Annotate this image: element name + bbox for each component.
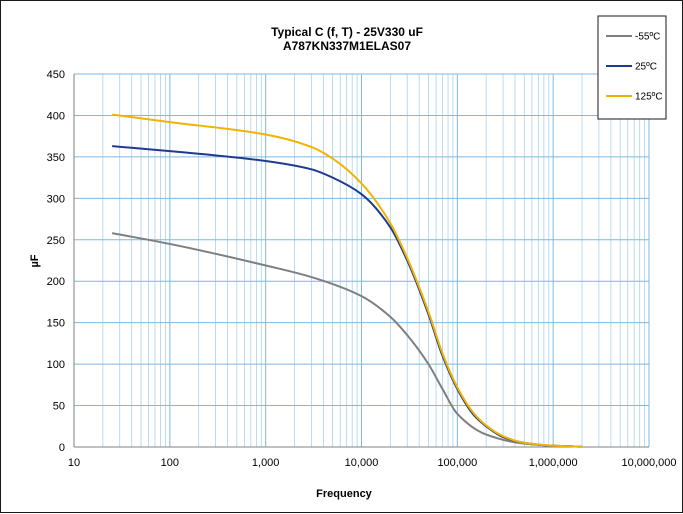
series-layer	[111, 113, 583, 448]
x-tick-label: 10,000	[345, 457, 379, 469]
chart-title: Typical C (f, T) - 25V330 uF	[271, 25, 423, 39]
y-tick-label: 450	[47, 69, 65, 81]
grid	[73, 73, 650, 448]
y-tick-label: 100	[47, 359, 65, 371]
x-tick-label: 10	[68, 457, 80, 469]
y-tick-label: 150	[47, 318, 65, 330]
y-tick-label: 250	[47, 235, 65, 247]
axes	[73, 74, 649, 448]
y-tick-label: 350	[47, 152, 65, 164]
x-axis-label: Frequency	[316, 488, 373, 500]
legend: -55ºC 25ºC 125ºC	[597, 15, 667, 120]
y-tick-label: 300	[47, 193, 65, 205]
x-tick-label: 100	[161, 457, 179, 469]
series-line-1	[112, 145, 583, 448]
x-tick-label: 1,000,000	[529, 457, 578, 469]
series-line-0	[111, 232, 583, 448]
x-tick-label: 10,000,000	[621, 457, 676, 469]
y-tick-label: 0	[59, 442, 65, 454]
chart-subtitle: A787KN337M1ELAS07	[283, 39, 411, 53]
legend-box	[597, 15, 667, 120]
y-tick-label: 50	[53, 401, 65, 413]
legend-label: 125ºC	[635, 92, 663, 103]
legend-label: -55ºC	[635, 32, 660, 43]
y-tick-label: 400	[47, 110, 65, 122]
y-axis-label: µF	[29, 254, 41, 267]
x-tick-label: 100,000	[437, 457, 477, 469]
y-tick-label: 200	[47, 276, 65, 288]
tick-labels: 10 100 1,000 10,000 100,000 1,000,000 10,000,0…	[47, 69, 677, 469]
x-tick-label: 1,000	[252, 457, 280, 469]
series-line-2	[112, 113, 583, 448]
legend-label: 25ºC	[635, 62, 657, 73]
